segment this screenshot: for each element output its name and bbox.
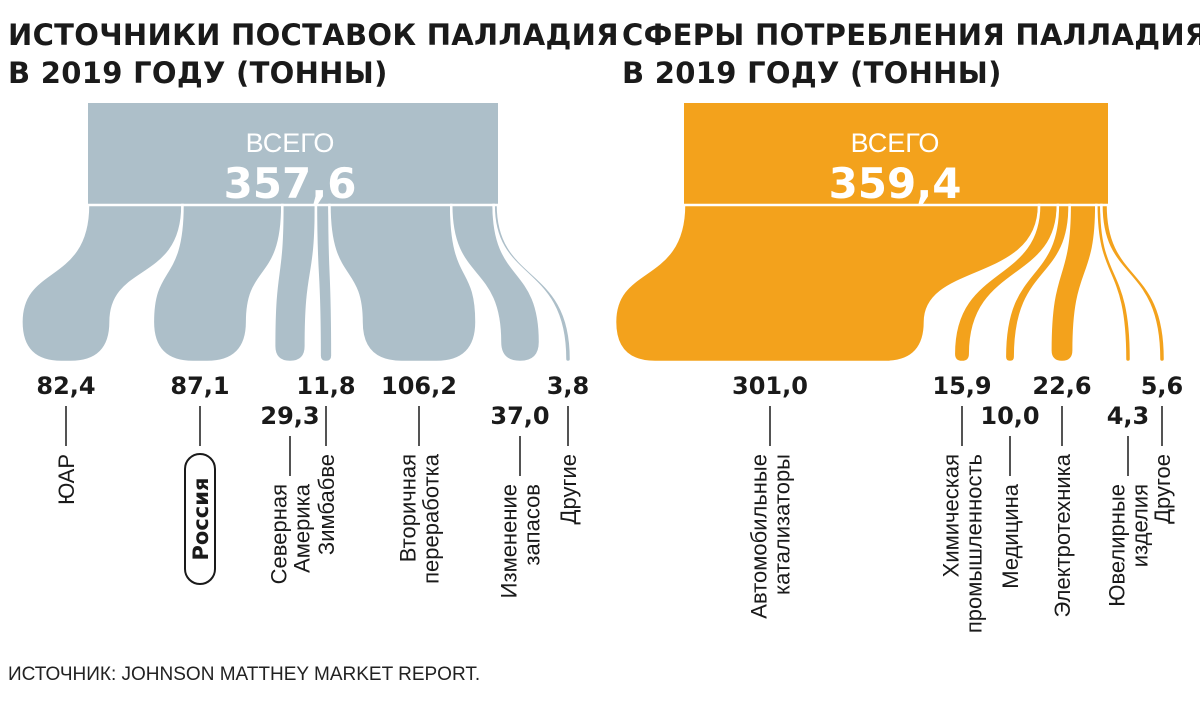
source-note: ИСТОЧНИК: JOHNSON MATTHEY MARKET REPORT.	[8, 664, 481, 685]
flow-band	[449, 203, 542, 364]
category-label: катализаторы	[770, 454, 795, 595]
demand-title-line-1: СФЕРЫ ПОТРЕБЛЕНИЯ ПАЛЛАДИЯ	[622, 18, 1200, 52]
value-label: 29,3	[260, 402, 319, 430]
flow-band	[314, 203, 334, 364]
value-label: 3,8	[547, 372, 590, 400]
flow-band	[1003, 203, 1071, 364]
flow-band	[1095, 203, 1133, 364]
value-label: 4,3	[1107, 402, 1150, 430]
value-label: 10,0	[980, 402, 1039, 430]
category-label: переработка	[419, 453, 444, 584]
category-label: Америка	[290, 483, 315, 573]
category-label: изделия	[1128, 484, 1153, 567]
category-label: Другое	[1150, 454, 1175, 524]
value-label: 106,2	[381, 372, 457, 400]
category-label: Химическая	[939, 454, 964, 577]
flow-band	[1049, 203, 1098, 364]
trunk-block	[88, 103, 498, 207]
value-label: 22,6	[1032, 372, 1091, 400]
supply-title-line-1: ИСТОЧНИКИ ПОСТАВОК ПАЛЛАДИЯ	[8, 18, 619, 52]
value-label: 15,9	[932, 372, 991, 400]
value-label: 87,1	[170, 372, 229, 400]
supply-title-line-2: В 2019 ГОДУ (ТОННЫ)	[8, 56, 388, 90]
demand-title-line-2: В 2019 ГОДУ (ТОННЫ)	[622, 56, 1002, 90]
total-value: 357,6	[224, 159, 357, 208]
category-label: ЮАР	[54, 454, 79, 505]
supply-chart-title: ИСТОЧНИКИ ПОСТАВОК ПАЛЛАДИЯ В 2019 ГОДУ …	[8, 16, 619, 92]
flow-band	[151, 203, 284, 364]
total-label: ВСЕГО	[851, 128, 940, 158]
category-label: запасов	[520, 484, 545, 566]
trunk-block	[684, 103, 1108, 207]
flow-band	[328, 203, 478, 364]
value-label: 5,6	[1141, 372, 1184, 400]
category-label: Медицина	[998, 483, 1023, 588]
flow-band	[613, 203, 1041, 364]
category-label: промышленность	[962, 454, 987, 633]
category-label: Вторичная	[396, 454, 421, 562]
value-label: 37,0	[490, 402, 549, 430]
total-label: ВСЕГО	[246, 128, 335, 158]
category-label-highlight: Россия	[189, 478, 213, 561]
flow-band	[952, 203, 1060, 364]
category-label: Северная	[267, 484, 292, 584]
value-label: 82,4	[36, 372, 95, 400]
demand-chart-title: СФЕРЫ ПОТРЕБЛЕНИЯ ПАЛЛАДИЯ В 2019 ГОДУ (…	[622, 16, 1200, 92]
category-label: Изменение	[497, 484, 522, 598]
value-label: 301,0	[732, 372, 808, 400]
value-label: 11,8	[296, 372, 355, 400]
category-label: Ювелирные	[1105, 484, 1130, 607]
flow-band	[1100, 203, 1167, 364]
total-value: 359,4	[829, 159, 962, 208]
highlight-pill	[184, 453, 216, 585]
category-label: Другие	[556, 454, 581, 524]
category-label: Электротехника	[1050, 453, 1075, 617]
flow-band	[20, 203, 184, 364]
category-label: Зимбабве	[314, 454, 339, 555]
flow-band	[492, 203, 573, 364]
category-label: Автомобильные	[747, 454, 772, 619]
flow-band	[272, 203, 318, 364]
